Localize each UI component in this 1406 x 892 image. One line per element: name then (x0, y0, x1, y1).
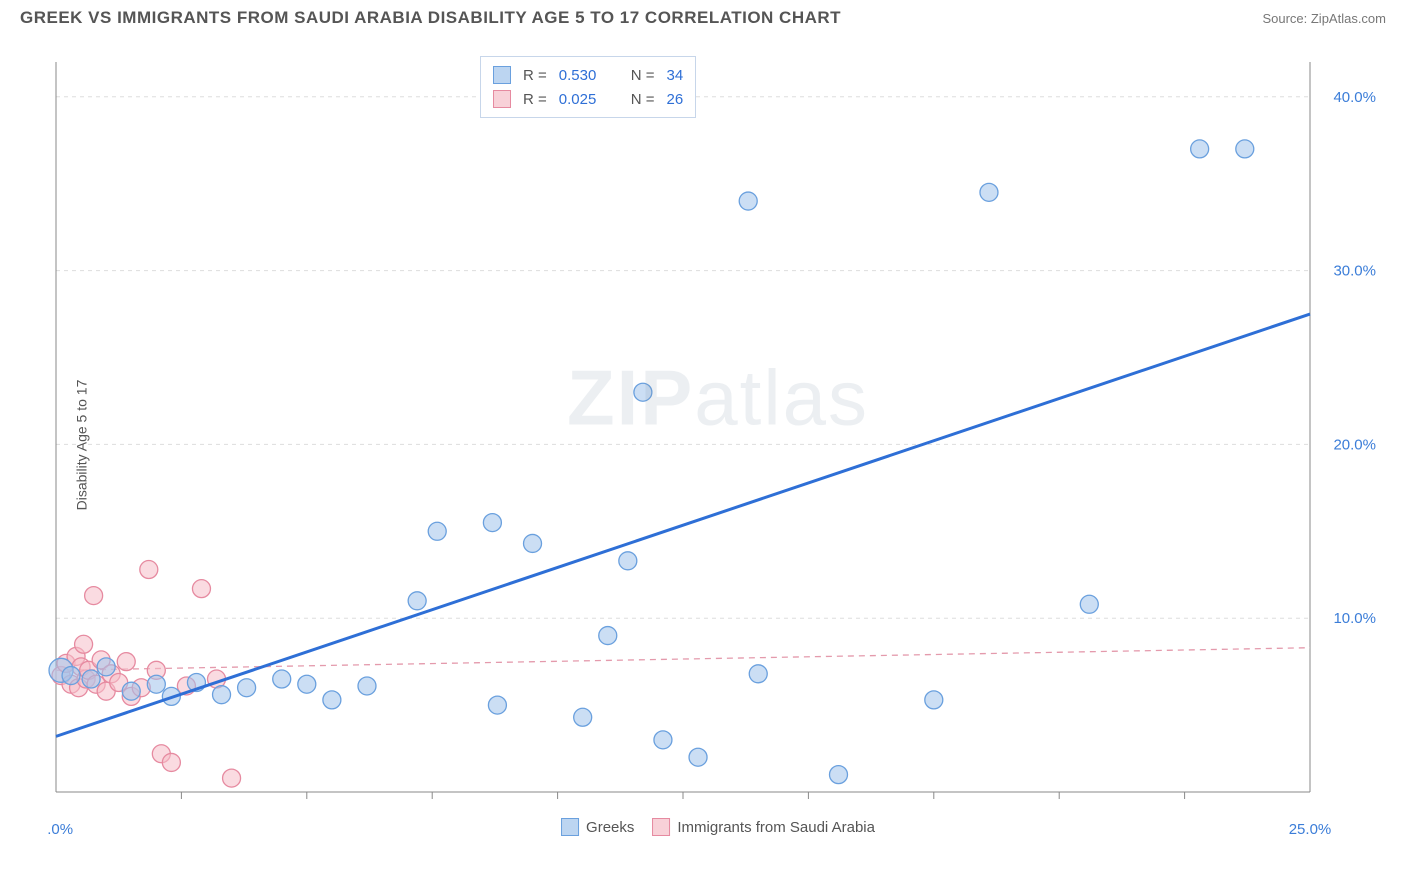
svg-text:10.0%: 10.0% (1333, 610, 1376, 627)
svg-text:0.0%: 0.0% (48, 821, 73, 838)
chart-header: GREEK VS IMMIGRANTS FROM SAUDI ARABIA DI… (0, 0, 1406, 28)
source-label: Source: ZipAtlas.com (1262, 11, 1386, 26)
y-axis-label: Disability Age 5 to 17 (73, 380, 89, 511)
correlation-legend: R = 0.530 N = 34 R = 0.025 N = 26 (480, 56, 696, 118)
swatch-blue-icon (493, 66, 511, 84)
legend-item-greeks: Greeks (561, 818, 634, 836)
legend-item-immigrants: Immigrants from Saudi Arabia (652, 818, 875, 836)
scatter-plot: 10.0% 20.0% 30.0% 40.0% 0.0% 25.0% (48, 50, 1388, 840)
svg-text:40.0%: 40.0% (1333, 89, 1376, 106)
swatch-pink-icon (493, 90, 511, 108)
svg-text:30.0%: 30.0% (1333, 263, 1376, 280)
legend-row-immigrants: R = 0.025 N = 26 (493, 87, 683, 111)
legend-row-greeks: R = 0.530 N = 34 (493, 63, 683, 87)
swatch-pink-icon (652, 818, 670, 836)
series-legend: Greeks Immigrants from Saudi Arabia (561, 818, 875, 836)
svg-text:25.0%: 25.0% (1289, 821, 1332, 838)
chart-title: GREEK VS IMMIGRANTS FROM SAUDI ARABIA DI… (20, 8, 841, 28)
chart-area: Disability Age 5 to 17 ZIPatlas 10.0%20.… (48, 50, 1388, 840)
swatch-blue-icon (561, 818, 579, 836)
svg-text:20.0%: 20.0% (1333, 436, 1376, 453)
